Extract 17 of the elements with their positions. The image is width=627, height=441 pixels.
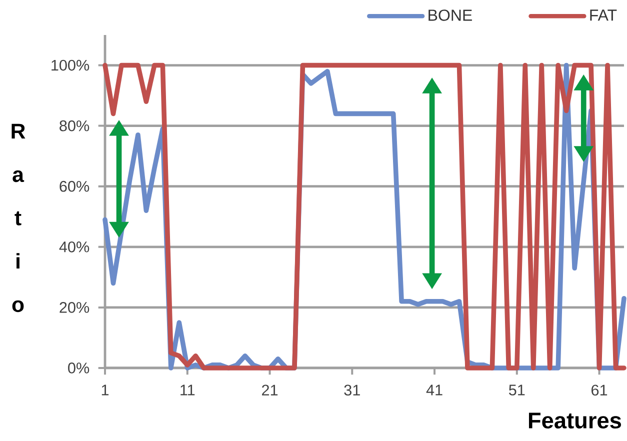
x-tick-label: 21 (262, 384, 278, 396)
x-tick-label: 51 (508, 384, 525, 396)
legend-label: BONE (428, 10, 472, 21)
y-tick-label: 20% (60, 302, 90, 313)
text: Ratio (12, 124, 26, 312)
legend-label: FAT (590, 10, 617, 21)
x-tick-label: 1 (102, 384, 109, 396)
x-tick-label: 11 (180, 384, 195, 396)
x-axis-title: Features (528, 412, 621, 429)
y-tick-label: 100% (52, 60, 90, 71)
y-tick-label: 60% (60, 180, 90, 192)
y-tick-label: 0% (68, 362, 90, 374)
x-tick-label: 41 (426, 384, 442, 396)
x-tick-label: 61 (592, 384, 608, 396)
x-tick-label: 31 (344, 384, 360, 396)
y-tick-label: 80% (60, 120, 90, 132)
y-tick-label: 40% (59, 241, 90, 252)
